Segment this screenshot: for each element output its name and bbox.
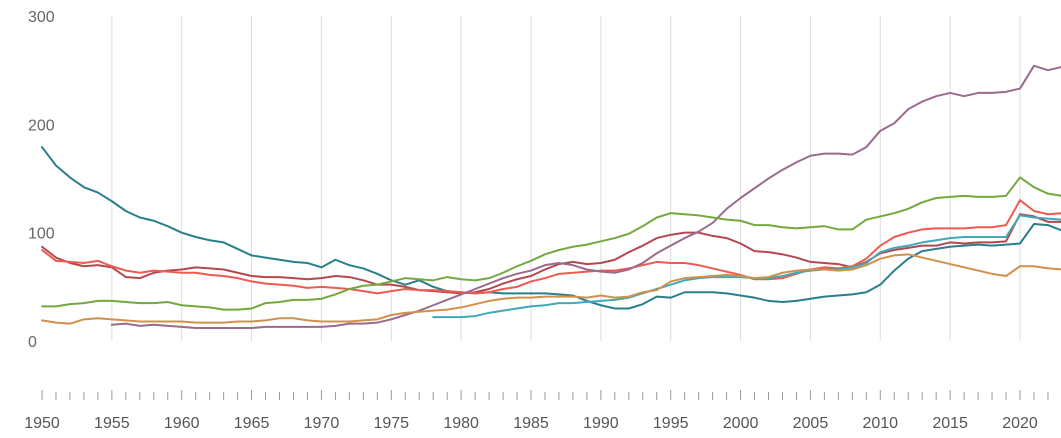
x-tick-label-2005[interactable]: 2005 [793, 415, 829, 432]
x-tick-label-1970[interactable]: 1970 [304, 415, 340, 432]
x-tick-label-1995[interactable]: 1995 [653, 415, 689, 432]
series-line-3 [41, 199, 1061, 295]
y-tick-label-0: 0 [28, 334, 37, 351]
x-tick-label-2020[interactable]: 2020 [1002, 415, 1038, 432]
x-tick-label-1965[interactable]: 1965 [234, 415, 270, 432]
x-tick-label-2010[interactable]: 2010 [862, 415, 898, 432]
x-tick-label-1985[interactable]: 1985 [513, 415, 549, 432]
y-tick-label-200: 200 [28, 117, 55, 134]
x-axis-timeline[interactable]: 1950 1955 1960 1965 1970 1975 1980 1985 1990 1995… [24, 390, 1049, 432]
gridlines [111, 16, 1021, 341]
series-line-6 [432, 214, 1061, 319]
x-tick-label-2000[interactable]: 2000 [723, 415, 759, 432]
series-line-1 [41, 146, 1061, 310]
y-tick-label-300: 300 [28, 9, 55, 26]
series-line-7 [41, 253, 1061, 325]
x-tick-label-1975[interactable]: 1975 [373, 415, 409, 432]
series-lines [41, 64, 1061, 329]
series-line-2 [41, 213, 1061, 295]
y-tick-label-100: 100 [28, 226, 55, 243]
series-line-5 [41, 176, 1061, 311]
series-line-4 [110, 64, 1061, 329]
y-axis-tick-labels: 0 100 200 300 [28, 9, 55, 351]
x-tick-label-1960[interactable]: 1960 [164, 415, 200, 432]
x-tick-label-1950[interactable]: 1950 [24, 415, 60, 432]
x-tick-label-1990[interactable]: 1990 [583, 415, 619, 432]
x-tick-label-1955[interactable]: 1955 [94, 415, 130, 432]
x-tick-label-1980[interactable]: 1980 [443, 415, 479, 432]
x-tick-label-2015[interactable]: 2015 [932, 415, 968, 432]
